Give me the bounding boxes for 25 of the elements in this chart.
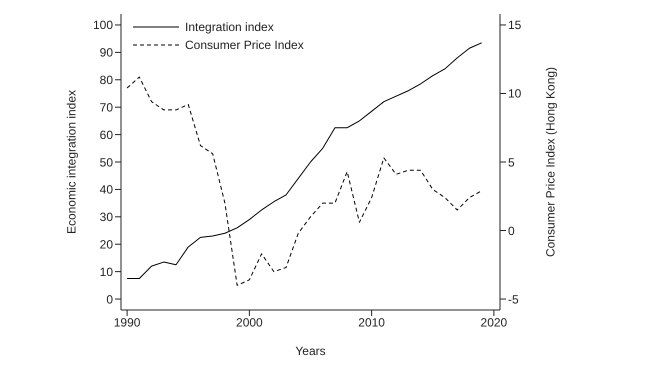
- y-tick-label: 70: [100, 100, 114, 114]
- legend-label: Consumer Price Index: [185, 38, 304, 52]
- y-axis-title: Economic integration index: [64, 90, 78, 234]
- x-tick-label: 1990: [114, 316, 141, 330]
- y2-tick-label: 10: [508, 86, 522, 101]
- y-tick-label: 100: [92, 18, 114, 32]
- y-tick-label: 0: [106, 292, 114, 306]
- y2-tick-label: 15: [508, 18, 522, 32]
- y-tick-label: 80: [100, 73, 114, 88]
- y2-axis-title: Consumer Price Index (Hong Kong): [543, 66, 558, 258]
- y-tick-label: 40: [100, 182, 114, 197]
- y2-tick-label: -5: [508, 292, 519, 306]
- y-tick-label: 60: [100, 128, 114, 142]
- x-tick-label: 2000: [236, 316, 264, 330]
- y2-tick-label: 5: [508, 155, 515, 170]
- legend-label: Integration index: [185, 20, 274, 34]
- y-tick-label: 90: [100, 46, 114, 60]
- x-tick-label: 2010: [358, 316, 386, 330]
- y2-tick-label: 0: [508, 224, 515, 238]
- y-tick-label: 30: [100, 210, 114, 224]
- y-tick-label: 50: [100, 155, 114, 170]
- x-axis-title: Years: [295, 344, 326, 358]
- x-tick-label: 2020: [480, 316, 508, 330]
- y-tick-label: 10: [100, 264, 114, 279]
- y-tick-label: 20: [100, 237, 114, 252]
